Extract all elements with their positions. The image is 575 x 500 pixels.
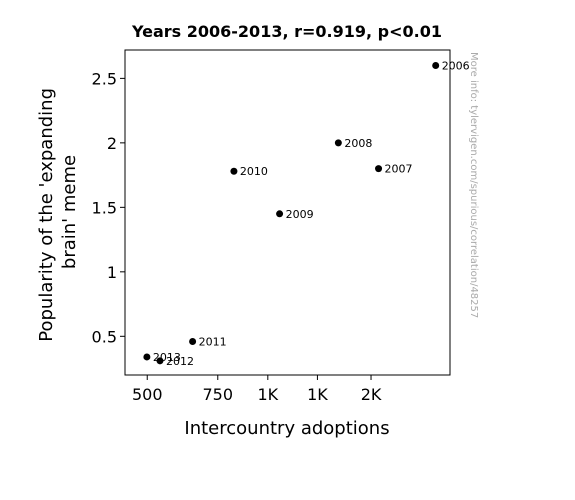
y-tick-label: 2: [107, 134, 117, 153]
data-point: [334, 139, 342, 147]
data-point: [143, 353, 151, 361]
x-axis: 500 750 1K 1K 2K: [132, 375, 382, 404]
watermark: More info: tylervigen.com/spurious/corre…: [468, 52, 479, 318]
data-point: [432, 61, 440, 69]
y-tick-label: 1: [107, 263, 117, 282]
data-point: [375, 165, 383, 173]
y-axis-label-line-1: Popularity of the 'expanding: [36, 88, 57, 342]
y-tick-label: 1.5: [92, 198, 117, 217]
data-label: 2008: [344, 137, 372, 150]
data-label: 2006: [442, 59, 470, 72]
data-label: 2013: [153, 351, 181, 364]
data-point: [189, 337, 197, 345]
x-tick-label: 500: [132, 385, 163, 404]
y-axis-label-line-2: brain' meme: [59, 155, 80, 269]
x-tick-label: 750: [202, 385, 233, 404]
y-tick-label: 0.5: [92, 327, 117, 346]
data-point: [276, 210, 284, 218]
y-axis: 0.5 1 1.5 2 2.5: [92, 69, 125, 346]
data-label: 2010: [240, 165, 268, 178]
x-tick-label: 2K: [361, 385, 382, 404]
x-tick-label: 1K: [257, 385, 278, 404]
data-label: 2007: [385, 163, 413, 176]
data-label: 2009: [286, 208, 314, 221]
chart-title: Years 2006-2013, r=0.919, p<0.01: [131, 22, 442, 41]
data-point: [230, 167, 238, 175]
y-axis-label: Popularity of the 'expanding brain' meme: [36, 82, 80, 341]
x-axis-label: Intercountry adoptions: [184, 418, 389, 439]
plot-area: [124, 49, 451, 376]
data-label: 2012: [166, 355, 194, 368]
y-tick-label: 2.5: [92, 69, 117, 88]
data-label: 2011: [199, 335, 227, 348]
x-tick-label: 1K: [307, 385, 328, 404]
data-point: [156, 357, 164, 365]
